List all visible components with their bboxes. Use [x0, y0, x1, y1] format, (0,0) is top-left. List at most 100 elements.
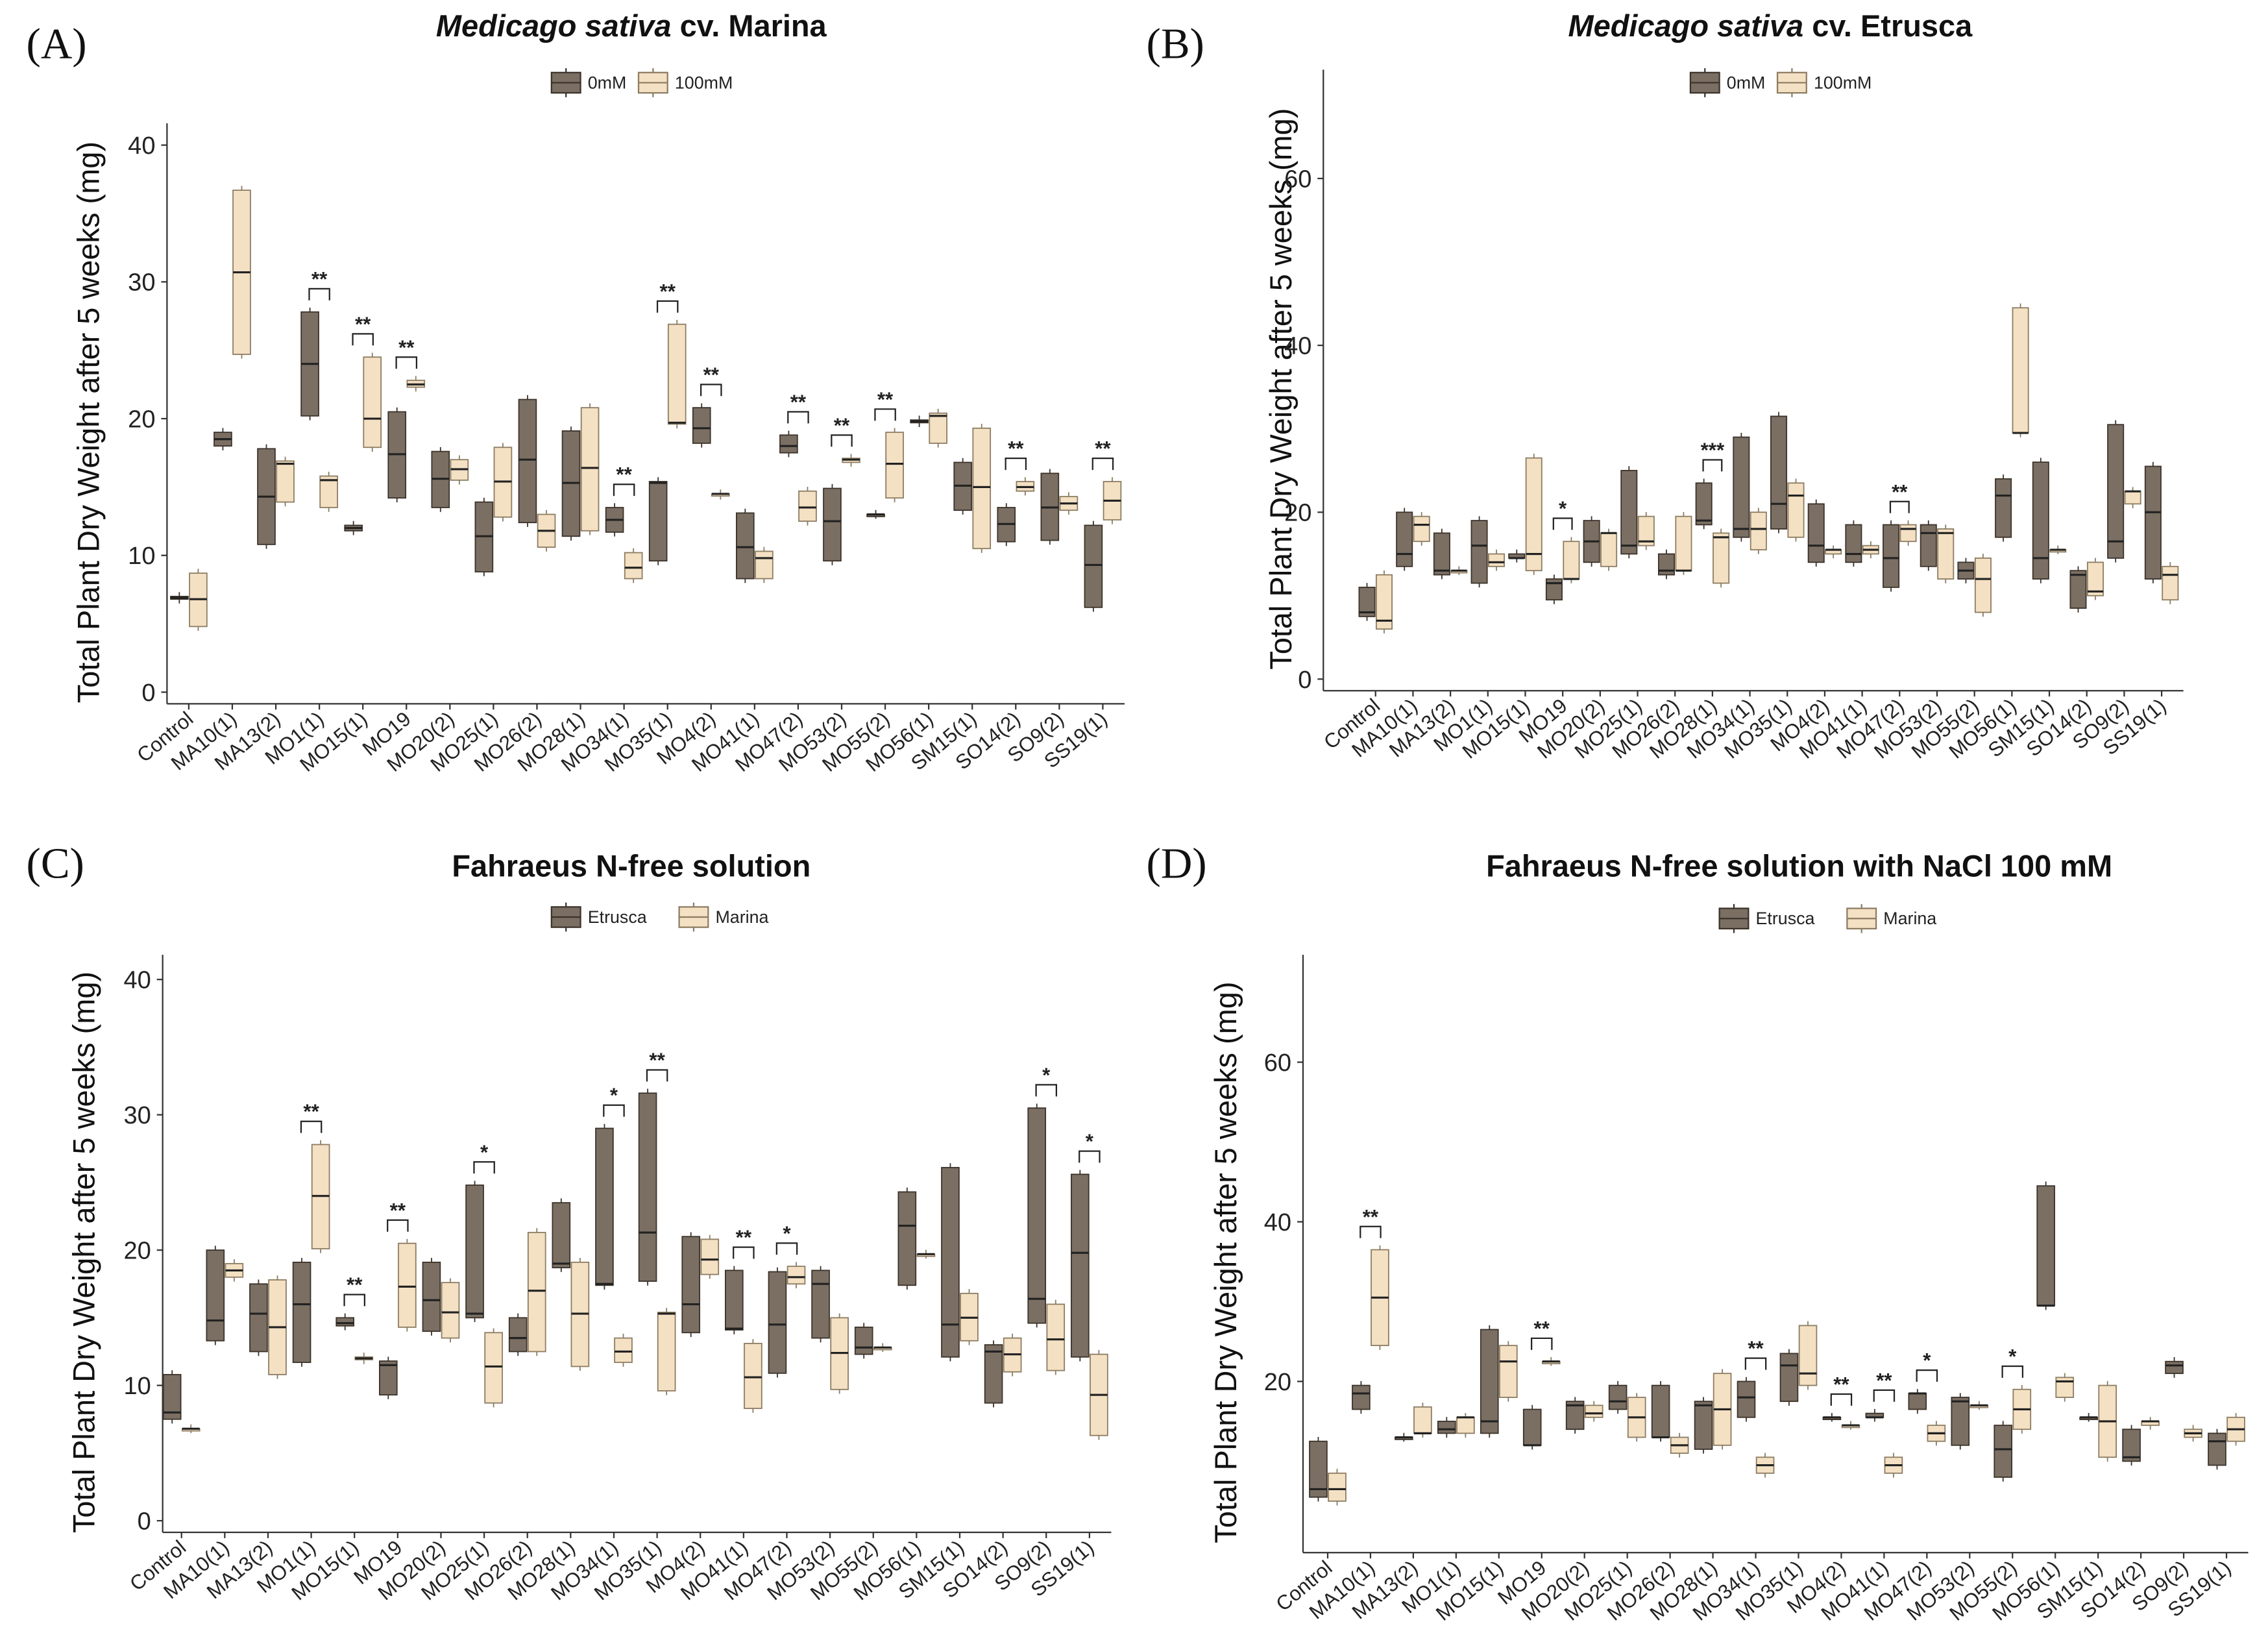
box: [1027, 1107, 1047, 1324]
box-0mM-MO20(2): [431, 447, 450, 512]
box-Marina-MO53(2): [1969, 1401, 1989, 1410]
box-0mM-MO25(1): [474, 497, 494, 576]
box: [768, 1271, 787, 1374]
box-0mM-MO53(2): [823, 484, 842, 565]
significance-bracket: [646, 1069, 668, 1082]
box: [2032, 461, 2049, 580]
box: [1396, 511, 1413, 567]
box: [681, 1236, 701, 1334]
significance-MA10(1): **: [1360, 1205, 1382, 1238]
box: [1651, 1384, 1670, 1438]
significance-MO34(1): *: [603, 1084, 625, 1117]
significance-bracket: [700, 384, 722, 397]
box: [1951, 1397, 1970, 1446]
box-Etrusca-MO55(2): [1994, 1421, 2013, 1482]
significance-label: **: [355, 313, 371, 336]
box: [2012, 307, 2029, 434]
box: [1995, 478, 2012, 538]
significance-label: *: [610, 1084, 618, 1107]
significance-MO41(1): **: [1873, 1369, 1896, 1402]
box-100mM-MO25(1): [1637, 511, 1655, 550]
significance-label: **: [660, 280, 676, 302]
box-100mM-MO34(1): [1750, 508, 1767, 554]
legend: Etrusca Marina: [1718, 903, 1936, 933]
box: [1798, 1325, 1818, 1386]
chart-title: Fahraeus N-free solution with NaCl 100 m…: [1486, 848, 2112, 883]
significance-bracket: [387, 1219, 409, 1232]
box-Marina-MO47(2): [786, 1262, 806, 1288]
box-Marina-MO34(1): [1755, 1453, 1775, 1478]
box-Etrusca-MO25(1): [1608, 1380, 1628, 1414]
significance-label: *: [2008, 1345, 2017, 1368]
significance-MO47(2): **: [787, 391, 809, 424]
box-0mM-MA10(1): [213, 428, 232, 450]
box-Etrusca-MA13(2): [249, 1279, 268, 1356]
box-Etrusca-SS19(1): [2208, 1429, 2226, 1470]
box: [1694, 1401, 1713, 1450]
box-Etrusca-MO41(1): [1865, 1408, 1884, 1422]
significance-label: *: [783, 1222, 791, 1245]
box: [276, 460, 295, 503]
box-Etrusca-MO47(2): [768, 1267, 787, 1378]
box-100mM-MO47(2): [1899, 520, 1917, 546]
box-100mM-MO26(2): [1675, 511, 1692, 575]
significance-label: **: [703, 363, 720, 386]
box: [1807, 503, 1825, 563]
box-0mM-MO47(2): [779, 430, 798, 458]
box: [2162, 565, 2179, 601]
significance-SO14(2): **: [1005, 437, 1027, 471]
box-0mM-MO28(1): [561, 426, 581, 541]
box-0mM-MO19: [387, 407, 407, 502]
box-Etrusca-MO20(2): [422, 1258, 441, 1336]
box-Etrusca-SS19(1): [1071, 1170, 1090, 1362]
box: [1084, 524, 1103, 608]
box-0mM-MA13(2): [257, 444, 276, 549]
legend-label: Etrusca: [1756, 909, 1815, 928]
box-Marina-MO4(2): [1841, 1421, 1860, 1430]
y-tick-label: 20: [128, 406, 155, 433]
box-Etrusca-MO53(2): [1951, 1393, 1970, 1450]
significance-label: **: [390, 1199, 406, 1221]
title-text: cv. Marina: [672, 8, 827, 43]
box-Marina-SM15(1): [2098, 1380, 2117, 1462]
box-Etrusca-MO34(1): [1737, 1377, 1756, 1422]
y-tick-label: 20: [123, 1238, 151, 1265]
box-0mM-MO34(1): [605, 503, 624, 537]
box-Marina-MO55(2): [2012, 1385, 2032, 1434]
significance-label: **: [736, 1226, 752, 1249]
box-Etrusca-MO47(2): [1908, 1389, 1927, 1414]
y-tick-label: 40: [1284, 333, 1311, 360]
box-Etrusca-Control: [162, 1370, 182, 1424]
box-0mM-SO9(2): [1040, 469, 1060, 545]
significance-bracket: [1035, 1084, 1058, 1097]
box-0mM-MA13(2): [1433, 528, 1450, 580]
significance-label: **: [398, 336, 415, 359]
box-Etrusca-MO35(1): [1779, 1349, 1799, 1406]
y-tick-label: 30: [123, 1102, 151, 1129]
panel-0: (A) Medicago sativa cv. Marina 0mM 100mM Tot…: [26, 8, 1125, 776]
box-0mM-MO1(1): [1470, 516, 1488, 588]
box: [1845, 524, 1862, 563]
box: [1620, 470, 1638, 555]
box-Marina-MO28(1): [1713, 1369, 1732, 1450]
box: [2086, 561, 2104, 596]
significance-bracket: [787, 411, 809, 424]
significance-MO34(1): **: [613, 463, 635, 497]
box-100mM-MO15(1): [363, 352, 382, 452]
box: [206, 1249, 225, 1342]
box-100mM-MA13(2): [1450, 566, 1468, 575]
box: [1600, 532, 1618, 567]
box-100mM-MO25(1): [493, 443, 513, 522]
y-axis-label: Total Plant Dry Weight after 5 weeks (mg…: [1208, 982, 1243, 1543]
box: [398, 1242, 417, 1328]
significance-MO41(1): **: [733, 1226, 755, 1259]
box-100mM-SM15(1): [972, 424, 992, 553]
box: [854, 1327, 873, 1355]
significance-MO35(1): **: [646, 1049, 668, 1082]
box-Etrusca-MO41(1): [725, 1266, 744, 1334]
box-100mM-MA13(2): [276, 456, 295, 507]
box: [725, 1269, 744, 1331]
box-Marina-MO35(1): [657, 1308, 676, 1395]
significance-MO19: **: [387, 1199, 409, 1232]
significance-bracket: [395, 356, 418, 369]
